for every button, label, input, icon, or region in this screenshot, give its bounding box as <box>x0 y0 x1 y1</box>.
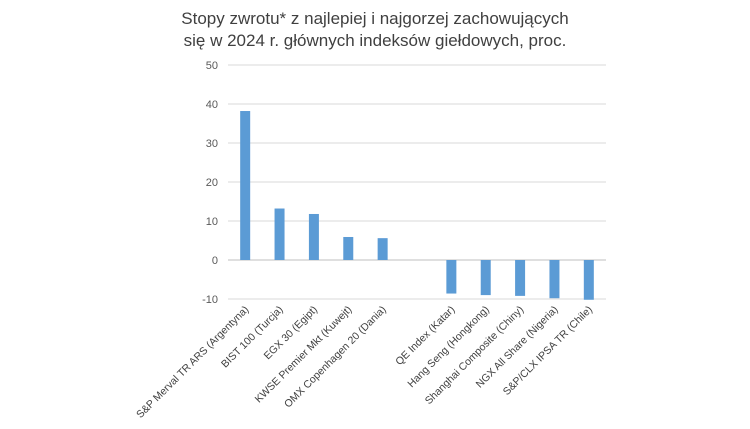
y-axis-ticks: -10 0 10 20 30 40 50 <box>202 60 218 306</box>
y-tick-label: -10 <box>202 294 218 306</box>
gridlines <box>228 64 606 300</box>
x-axis-labels: S&P Merval TR ARS (Argentyna)BIST 100 (T… <box>134 304 595 421</box>
y-tick-label: 50 <box>206 60 218 72</box>
y-tick-label: 30 <box>206 138 218 150</box>
y-tick-label: 20 <box>206 177 218 189</box>
bar <box>308 213 319 260</box>
x-category-label: QE Index (Katar) <box>393 304 457 368</box>
x-category-label: BIST 100 (Turcja) <box>219 304 286 371</box>
chart-title: Stopy zwrotu* z najlepiej i najgorzej za… <box>0 8 750 52</box>
y-tick-label: 0 <box>212 255 218 267</box>
y-tick-label: 40 <box>206 99 218 111</box>
bar <box>343 236 354 260</box>
bar <box>480 260 491 296</box>
bar <box>446 260 457 294</box>
bar <box>240 111 251 261</box>
chart-title-line-1: Stopy zwrotu* z najlepiej i najgorzej za… <box>181 9 569 28</box>
bar <box>515 260 526 296</box>
bar <box>274 208 285 260</box>
bars <box>240 111 594 300</box>
y-tick-label: 10 <box>206 216 218 228</box>
bar <box>377 238 388 260</box>
bar <box>549 260 560 299</box>
chart-title-line-2: się w 2024 r. głównych indeksów giełdowy… <box>183 31 567 50</box>
bar <box>583 260 594 300</box>
